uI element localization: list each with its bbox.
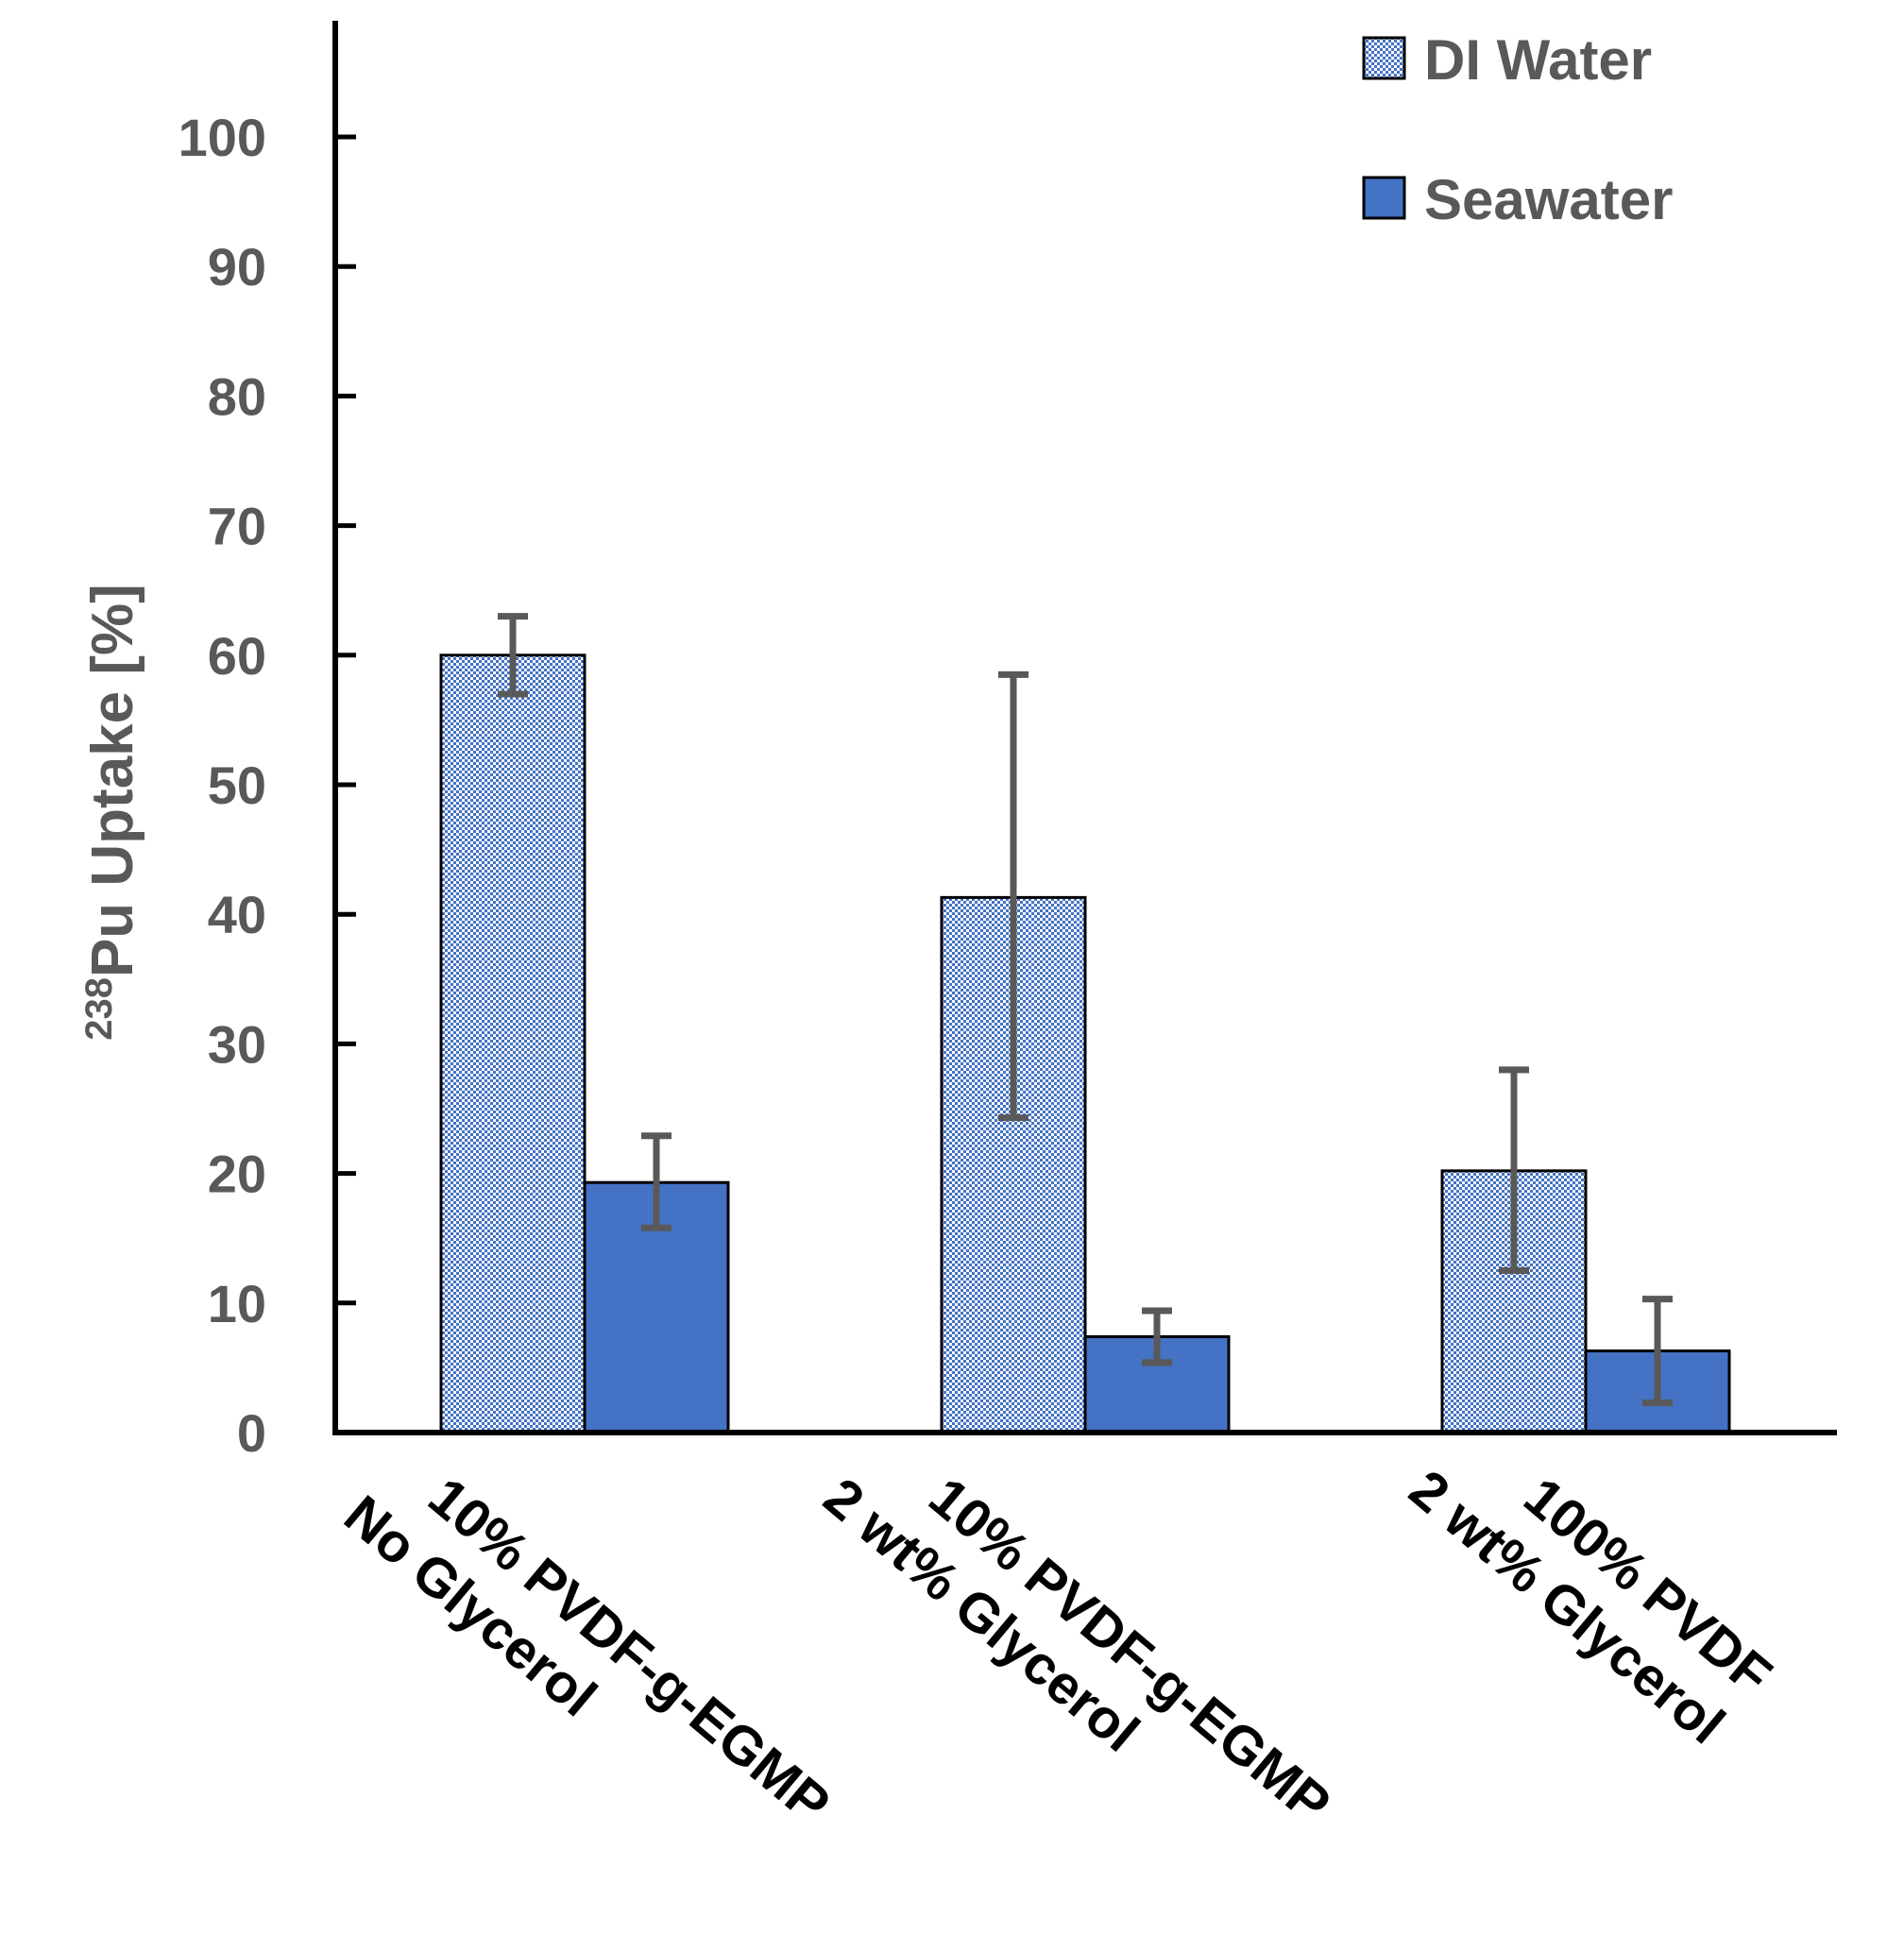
y-tick-label: 90	[208, 237, 266, 297]
category-label-group-2: 10% PVDF-g-EGMP 2 wt% Glycerol	[812, 1466, 1342, 1836]
bars	[439, 653, 1731, 1434]
error-bar-seawater-3	[1642, 1296, 1673, 1406]
y-tick-label: 30	[208, 1014, 266, 1074]
y-tick-label: 100	[178, 108, 266, 167]
y-axis-label: 238Pu Uptake [%]	[78, 584, 145, 1041]
y-tick-label: 60	[208, 626, 266, 686]
legend-swatch-di-water	[1362, 36, 1406, 80]
y-tick-label: 70	[208, 497, 266, 556]
bar-di-water-1	[439, 653, 586, 1434]
y-axis-ticks: 0 10 20 30 40 50 60 70 80 90 100	[178, 108, 356, 1463]
y-tick-label: 20	[208, 1145, 266, 1204]
axes	[332, 21, 1837, 1435]
y-tick-label: 80	[208, 366, 266, 426]
y-tick-label: 50	[208, 755, 266, 815]
error-bar-di-water-1	[498, 613, 528, 698]
error-bar-di-water-2	[998, 670, 1028, 1122]
y-tick-label: 10	[208, 1274, 266, 1333]
category-label-group-1: 10% PVDF-g-EGMP No Glycerol	[332, 1466, 841, 1836]
legend-label-di-water: DI Water	[1424, 28, 1652, 92]
error-bar-di-water-3	[1499, 1066, 1529, 1274]
category-label-group-3: 100% PVDF 2 wt% Glycerol	[1398, 1458, 1783, 1756]
y-axis-label-main: Pu Uptake [%]	[80, 584, 145, 977]
y-tick-label: 40	[208, 885, 266, 944]
legend: DI Water Seawater	[1362, 28, 1674, 231]
y-tick-label: 0	[237, 1403, 266, 1463]
legend-label-seawater: Seawater	[1424, 168, 1674, 231]
error-bar-seawater-1	[641, 1132, 672, 1231]
legend-swatch-seawater	[1362, 176, 1406, 220]
error-bars	[498, 613, 1673, 1406]
y-axis-label-superscript: 238	[78, 977, 120, 1041]
error-bar-seawater-2	[1142, 1307, 1172, 1366]
